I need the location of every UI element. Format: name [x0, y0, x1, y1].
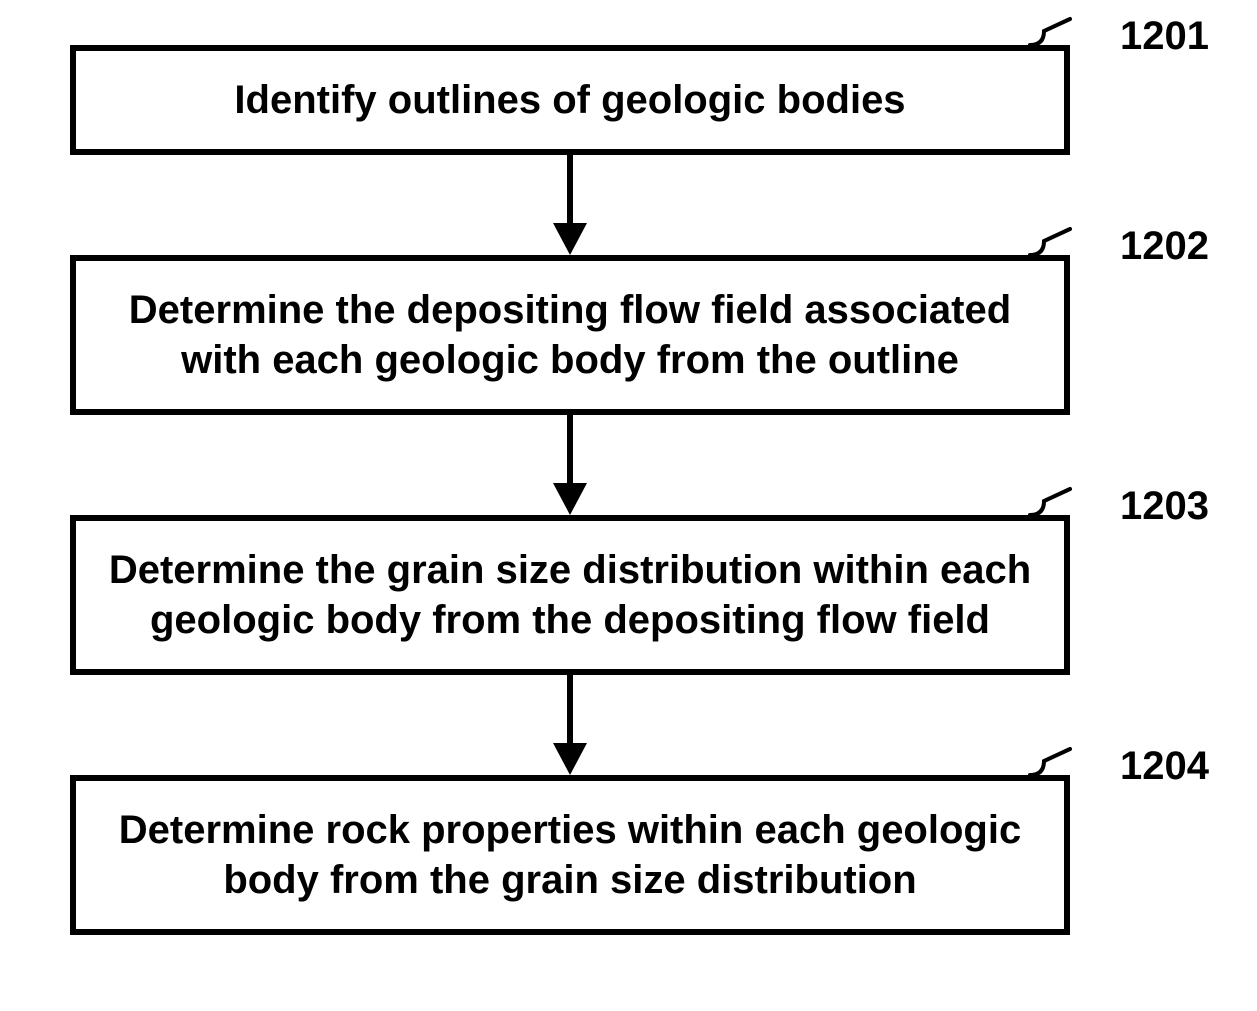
flowchart-node-3: Determine the grain size distribution wi… [70, 515, 1070, 675]
flowchart-node-4-text: Determine rock properties within each ge… [106, 805, 1034, 905]
flowchart-node-1-text: Identify outlines of geologic bodies [234, 75, 905, 125]
flowchart-node-4: Determine rock properties within each ge… [70, 775, 1070, 935]
flowchart-canvas: Identify outlines of geologic bodies Det… [0, 0, 1257, 1011]
flowchart-label-1202: 1202 [1120, 224, 1209, 269]
flowchart-label-1203: 1203 [1120, 484, 1209, 529]
flowchart-node-2: Determine the depositing flow field asso… [70, 255, 1070, 415]
flowchart-node-1: Identify outlines of geologic bodies [70, 45, 1070, 155]
flowchart-node-3-text: Determine the grain size distribution wi… [106, 545, 1034, 645]
flowchart-node-2-text: Determine the depositing flow field asso… [106, 285, 1034, 385]
flowchart-label-1201: 1201 [1120, 14, 1209, 59]
flowchart-label-1204: 1204 [1120, 744, 1209, 789]
